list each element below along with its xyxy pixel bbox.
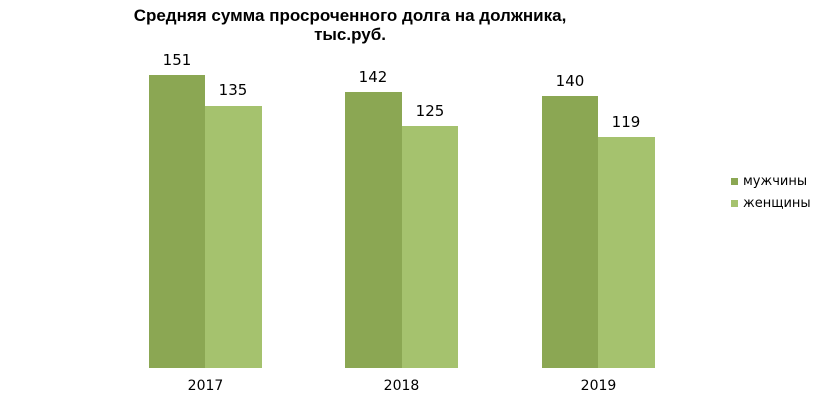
legend-item-male: мужчины [731,170,811,192]
chart-title: Средняя сумма просроченного долга на дол… [100,6,600,44]
bar-2017-male [149,75,205,368]
legend-swatch-female [731,199,738,207]
x-tick-2019: 2019 [580,378,617,394]
x-tick-2017: 2017 [187,378,224,394]
chart-title-line-2: тыс.руб. [314,25,386,44]
chart-title-line-1: Средняя сумма просроченного долга на дол… [133,6,567,25]
data-label-2017-male: 151 [162,51,192,69]
legend-swatch-male [731,177,738,185]
data-label-2018-male: 142 [358,68,388,86]
bar-2017-female [205,106,262,368]
legend-label-female: женщины [743,195,811,211]
bar-2019-male [542,96,598,368]
data-label-2017-female: 135 [218,81,248,99]
bar-2018-female [402,126,458,368]
legend-label-male: мужчины [743,173,808,189]
bar-2019-female [598,137,655,368]
data-label-2019-female: 119 [611,113,641,131]
legend: мужчины женщины [731,170,811,214]
bar-2018-male [345,92,402,368]
x-tick-2018: 2018 [383,378,420,394]
data-label-2018-female: 125 [415,102,445,120]
legend-item-female: женщины [731,192,811,214]
data-label-2019-male: 140 [555,72,585,90]
